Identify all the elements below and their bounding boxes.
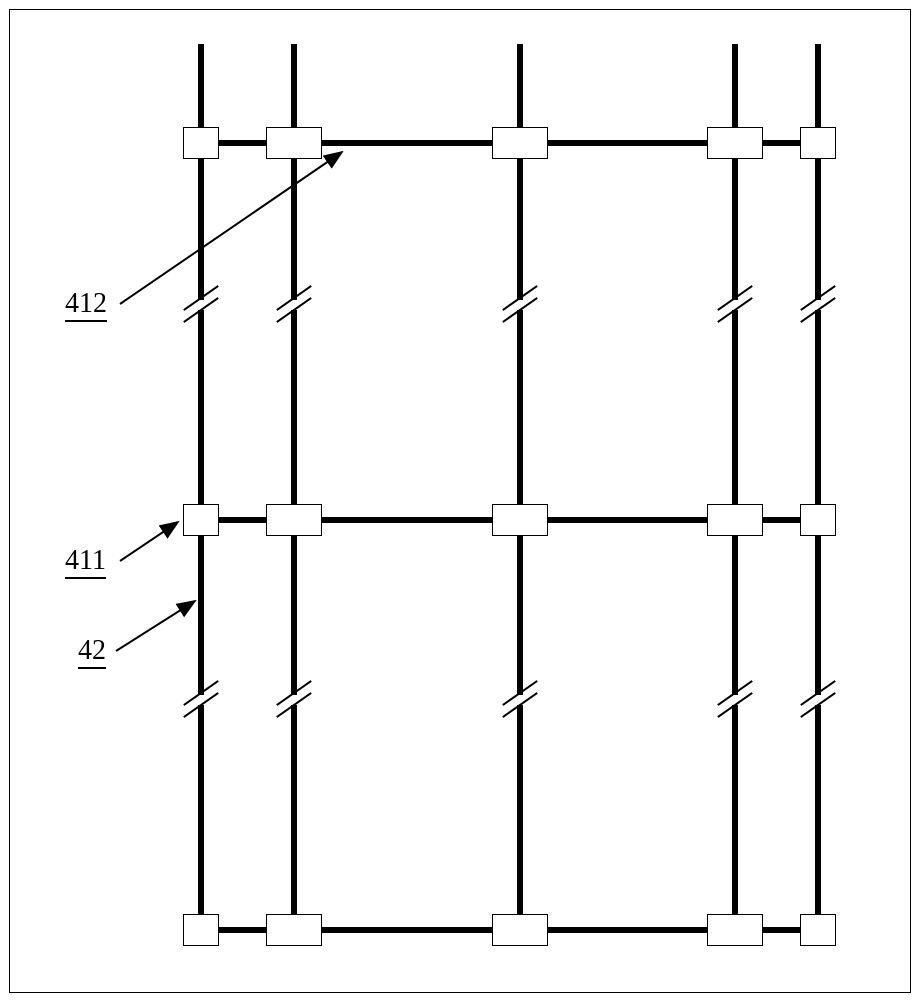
junction-node: [183, 914, 219, 946]
junction-node: [492, 127, 548, 159]
callout-label-412: 412: [65, 288, 107, 320]
label-text: 411: [65, 545, 106, 579]
junction-node: [707, 127, 763, 159]
junction-node: [492, 504, 548, 536]
label-text: 412: [65, 288, 107, 322]
junction-node: [707, 504, 763, 536]
junction-node: [707, 914, 763, 946]
junction-node: [800, 914, 836, 946]
diagram-canvas: 412 411 42: [0, 0, 918, 1000]
grid-vline: [732, 44, 738, 930]
junction-node: [800, 504, 836, 536]
junction-node: [266, 504, 322, 536]
label-text: 42: [78, 635, 106, 669]
grid-vline: [517, 44, 523, 930]
outer-frame: [9, 9, 911, 993]
junction-node: [266, 127, 322, 159]
grid-vline: [198, 44, 204, 930]
junction-node: [183, 127, 219, 159]
grid-vline: [815, 44, 821, 930]
junction-node: [492, 914, 548, 946]
junction-node: [266, 914, 322, 946]
callout-label-42: 42: [78, 635, 106, 667]
junction-node: [183, 504, 219, 536]
junction-node: [800, 127, 836, 159]
grid-vline: [291, 44, 297, 930]
callout-label-411: 411: [65, 545, 106, 577]
